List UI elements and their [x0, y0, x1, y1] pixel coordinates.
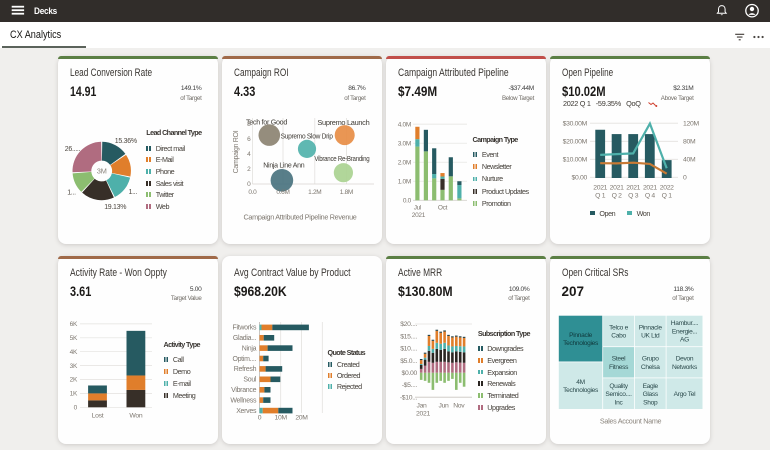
svg-text:Decks: Decks	[34, 6, 57, 17]
